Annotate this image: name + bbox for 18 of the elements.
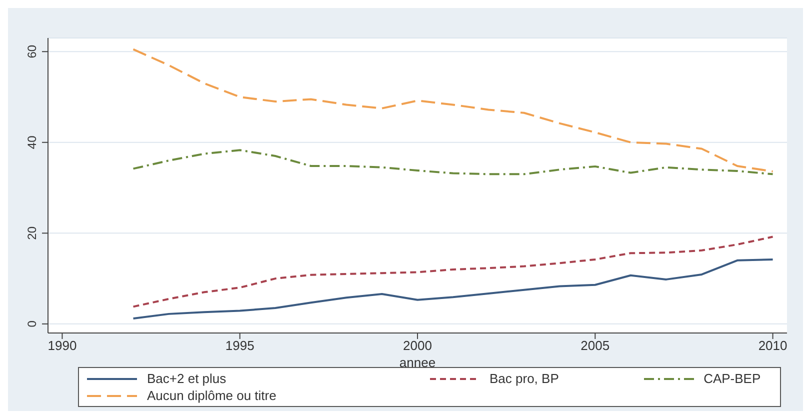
- y-tick-label: 60: [25, 44, 39, 58]
- y-tick-label: 20: [25, 226, 39, 240]
- legend-label: Bac pro, BP: [490, 371, 559, 386]
- legend-label: Bac+2 et plus: [147, 371, 226, 386]
- x-tick-label: 1995: [225, 338, 254, 354]
- legend-label: CAP-BEP: [704, 371, 761, 386]
- line-series: [132, 258, 774, 320]
- x-tick-label: 2000: [403, 338, 432, 354]
- line-series: [132, 48, 774, 172]
- x-tick-label: 1990: [48, 338, 77, 354]
- x-axis-title: annee: [399, 355, 436, 370]
- x-tick-label: 2005: [580, 338, 610, 354]
- y-tick-label: 0: [25, 320, 39, 328]
- y-tick-label: 40: [25, 135, 39, 150]
- line-series: [132, 236, 774, 308]
- line-series: [132, 149, 774, 176]
- x-tick-label: 2010: [758, 338, 788, 354]
- legend-label: Aucun diplôme ou titre: [147, 388, 276, 403]
